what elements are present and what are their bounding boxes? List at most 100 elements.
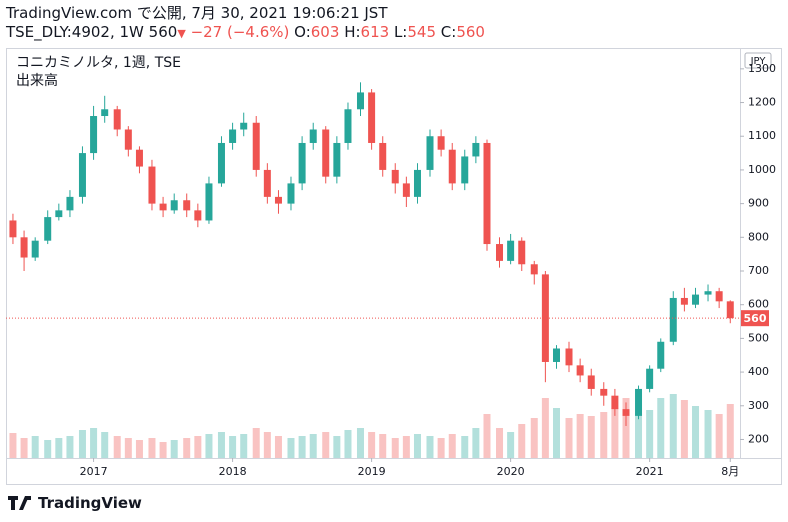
y-tick-label: 500 — [748, 331, 769, 344]
candle-body — [715, 291, 723, 302]
volume-bar — [402, 436, 410, 458]
candle-body — [263, 169, 271, 197]
frame — [6, 48, 782, 485]
candle-body — [379, 142, 387, 170]
candle-body — [252, 122, 260, 170]
candle-body — [600, 388, 608, 396]
candle-body — [587, 375, 595, 389]
candle-body — [368, 92, 376, 143]
candle-body — [461, 156, 469, 184]
candle-body — [309, 129, 317, 143]
volume-bar — [183, 438, 191, 458]
volume-bar — [148, 438, 156, 458]
candle-body — [78, 153, 86, 197]
volume-bar — [287, 438, 295, 458]
volume-bar — [229, 436, 237, 458]
y-tick-label: 300 — [748, 399, 769, 412]
candle-body — [726, 301, 734, 319]
candle-body — [20, 237, 28, 258]
candle-body — [646, 368, 654, 389]
volume-bar — [113, 436, 121, 458]
volume-bar — [44, 440, 52, 458]
volume-bar — [240, 434, 248, 458]
candle-body — [448, 149, 456, 184]
candle-body — [356, 92, 364, 110]
candle-body — [402, 183, 410, 197]
candle-body — [217, 142, 225, 184]
candle-body — [101, 109, 109, 117]
volume-bar — [379, 434, 387, 458]
volume-bar — [55, 438, 63, 458]
volume-bar — [368, 432, 376, 458]
volume-bar — [507, 432, 515, 458]
volume-bar — [252, 428, 260, 458]
candle-body — [298, 142, 306, 184]
c-label: C: — [440, 23, 457, 41]
volume-bar — [587, 416, 595, 458]
candle-body — [530, 264, 538, 275]
x-tick-label: 2017 — [80, 465, 108, 478]
y-tick-label: 1300 — [748, 62, 776, 75]
last: 560 — [148, 23, 178, 41]
candle-body — [541, 274, 549, 362]
candle-body — [622, 409, 630, 416]
volume-bar — [135, 440, 143, 458]
brand: TradingView — [38, 494, 142, 512]
symbol: TSE_DLY:4902, 1W — [6, 23, 144, 41]
volume-bar — [669, 394, 677, 458]
candle-body — [183, 200, 191, 211]
candle-body — [124, 129, 132, 150]
volume-bar — [657, 398, 665, 458]
volume-bar — [426, 436, 434, 458]
candle-body — [426, 136, 434, 170]
volume-bar — [194, 436, 202, 458]
currency-box — [744, 52, 772, 69]
candle-body — [322, 129, 330, 177]
volume-bar — [159, 442, 167, 458]
volume-bar — [600, 412, 608, 458]
volume-bar — [635, 414, 643, 458]
volume-bar — [170, 440, 178, 458]
candle-body — [90, 116, 98, 154]
l-label: L: — [393, 23, 408, 41]
candle-body — [472, 142, 480, 157]
volume-bar — [483, 414, 491, 458]
volume-bar — [553, 408, 560, 458]
change: −27 (−4.6%) — [190, 23, 290, 41]
candle-body — [170, 200, 178, 211]
candle-body — [274, 196, 282, 204]
candle-body — [229, 129, 237, 143]
volume-bar — [680, 400, 688, 458]
volume-bar — [20, 438, 28, 458]
quote-line: TSE_DLY:4902, 1W 560▼ −27 (−4.6%) O:603 … — [6, 23, 485, 43]
candle-body — [135, 149, 143, 167]
volume-bar — [344, 430, 352, 458]
volume-bar — [78, 430, 86, 458]
volume-bar — [124, 438, 132, 458]
x-tick-label: 8月 — [721, 465, 739, 478]
y-tick-label: 200 — [748, 432, 769, 445]
volume-bar — [391, 438, 399, 458]
volume-bar — [576, 414, 584, 458]
last-price-label: 560 — [744, 312, 767, 325]
published-line: TradingView.com で公開, 7月 30, 2021 19:06:2… — [6, 4, 388, 22]
candle-body — [565, 348, 573, 366]
volume-label: 出来高 — [16, 72, 58, 89]
candle-body — [576, 365, 584, 376]
candle-body — [287, 183, 295, 204]
volume-bar — [715, 414, 723, 458]
volume-bar — [611, 408, 619, 458]
volume-bar — [692, 406, 700, 458]
volume-bar — [726, 404, 734, 458]
candle-body — [44, 217, 52, 241]
candle-body — [496, 244, 504, 261]
candle-body — [31, 240, 39, 258]
chart-title: コニカミノルタ, 1週, TSE — [16, 55, 181, 71]
candle-body — [669, 297, 677, 342]
volume-bar — [704, 410, 712, 458]
candle-body — [66, 196, 74, 211]
y-tick-label: 1000 — [748, 163, 776, 176]
x-tick-label: 2021 — [636, 465, 664, 478]
candle-body — [611, 395, 619, 410]
